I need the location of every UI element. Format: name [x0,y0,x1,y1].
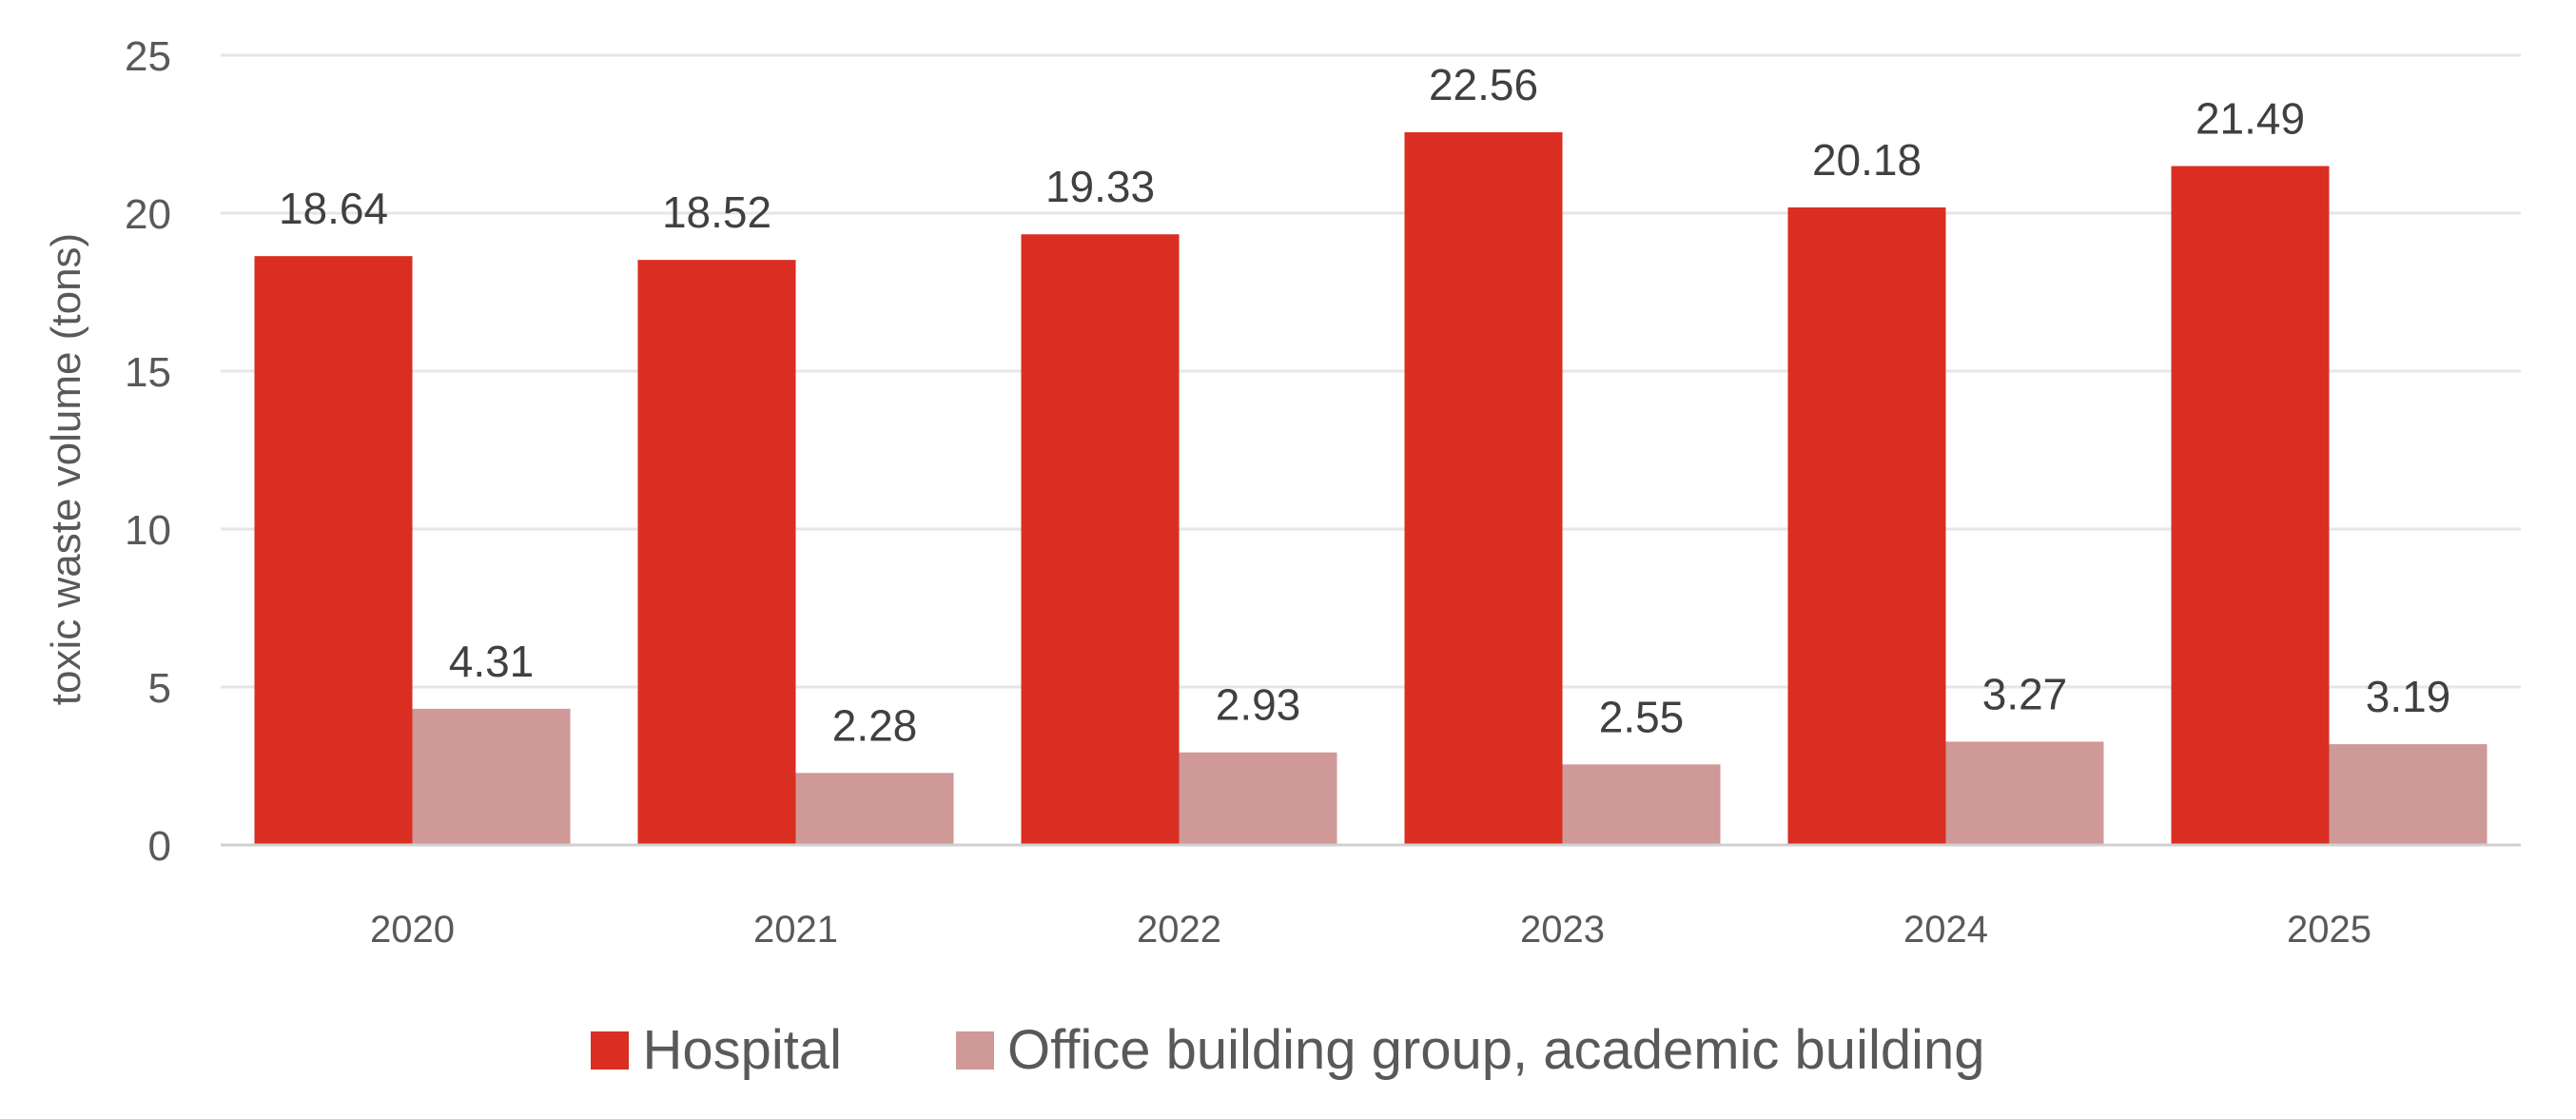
bar-hospital-2025 [2171,166,2330,846]
bars [254,132,2488,846]
x-tick-label-2021: 2021 [753,909,838,951]
bar-hospital-2021 [637,260,796,845]
gridlines [221,53,2521,689]
data-label-office-building-group-academic-building-2022: 2.93 [1216,680,1301,730]
legend-swatch-hospital [591,1031,630,1070]
bar-office-building-group-academic-building-2022 [1179,752,1337,845]
data-label-office-building-group-academic-building-2020: 4.31 [449,637,535,686]
bar-hospital-2023 [1404,132,1563,845]
bar-office-building-group-academic-building-2021 [795,773,954,845]
bar-office-building-group-academic-building-2025 [2329,744,2488,845]
data-label-office-building-group-academic-building-2021: 2.28 [832,700,918,750]
x-tick-label-2025: 2025 [2287,909,2371,951]
x-tick-label-2022: 2022 [1137,909,1221,951]
data-label-hospital-2025: 21.49 [2195,94,2305,144]
x-tick-label-2024: 2024 [1903,909,1988,951]
legend-label-office-academic: Office building group, academic building [1007,1019,1985,1081]
data-label-office-building-group-academic-building-2024: 3.27 [1982,669,2068,718]
bar-office-building-group-academic-building-2023 [1562,764,1721,845]
data-label-hospital-2020: 18.64 [279,184,388,233]
bar-office-building-group-academic-building-2020 [412,708,571,845]
data-label-hospital-2021: 18.52 [662,187,771,237]
data-label-hospital-2022: 19.33 [1045,162,1155,211]
y-tick-label-5: 5 [148,665,171,712]
x-tick-label-2023: 2023 [1520,909,1605,951]
y-tick-label-0: 0 [148,823,171,870]
y-tick-label-20: 20 [125,191,171,238]
bar-hospital-2022 [1021,234,1180,845]
y-tick-label-25: 25 [125,33,171,80]
legend-item-hospital: Hospital [591,1018,842,1082]
y-tick-label-15: 15 [125,349,171,396]
bar-hospital-2020 [254,256,413,846]
bar-hospital-2024 [1787,207,1946,846]
bar-chart: 18.64 4.31 18.52 2.28 19.33 2.93 22.56 2.55 20.1… [43,33,2521,951]
data-labels: 18.64 4.31 18.52 2.28 19.33 2.93 22.56 2.55 20.1… [279,60,2450,750]
legend-label-hospital: Hospital [642,1019,843,1081]
legend-swatch-office-academic [956,1031,995,1070]
data-label-hospital-2023: 22.56 [1429,60,1538,109]
data-label-office-building-group-academic-building-2025: 3.19 [2366,672,2451,721]
legend: Hospital Office building group, academic… [0,1018,2576,1082]
bar-office-building-group-academic-building-2024 [1945,741,2104,845]
y-axis-title: toxic waste volume (tons) [43,233,89,705]
data-label-office-building-group-academic-building-2023: 2.55 [1599,692,1685,741]
legend-item-office-academic: Office building group, academic building [956,1018,1985,1082]
y-tick-label-10: 10 [125,507,171,554]
x-tick-label-2020: 2020 [370,909,455,951]
data-label-hospital-2024: 20.18 [1812,135,1922,185]
